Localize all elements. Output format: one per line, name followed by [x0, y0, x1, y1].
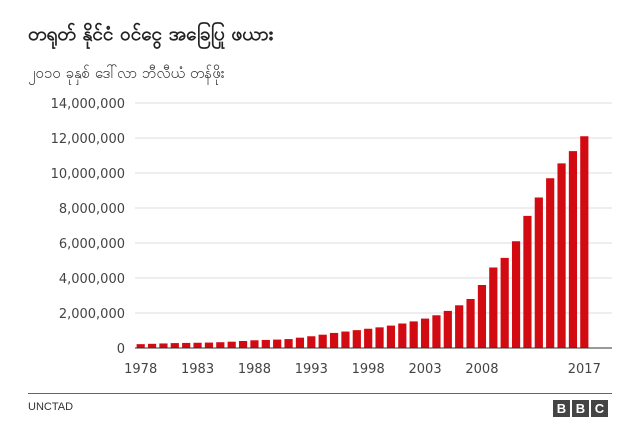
bar-2012	[523, 215, 532, 348]
bbc-logo: B B C	[553, 400, 608, 417]
x-tick-label: 1978	[124, 362, 157, 377]
x-axis-ticks: 1978 1983 1988 1993 1998 2003 2008 2017	[124, 362, 601, 377]
bar-2010	[500, 257, 509, 348]
bar-1981	[170, 343, 179, 348]
logo-letter: B	[553, 400, 570, 417]
y-tick-label: 2,000,000	[59, 307, 125, 322]
bar-2013	[534, 197, 543, 348]
y-tick-label: 4,000,000	[59, 272, 125, 287]
logo-letter: B	[572, 400, 589, 417]
y-tick-label: 0	[117, 342, 125, 357]
x-tick-label: 1993	[295, 362, 328, 377]
bar-2001	[398, 323, 407, 348]
bar-2011	[511, 241, 521, 348]
bar-2005	[443, 310, 452, 348]
bar-2008	[477, 285, 487, 348]
chart-subtitle: ၂၀၁၀ ခုနှစ် ဒေါ်လာ ဘီလီယံ တန်ဖိုး	[28, 64, 225, 82]
bar-2000	[386, 325, 396, 348]
bar-2002	[409, 321, 418, 348]
bar-2015	[557, 163, 566, 348]
y-tick-label: 8,000,000	[59, 202, 125, 217]
x-tick-label: 2008	[465, 362, 498, 377]
bar-2003	[420, 318, 430, 348]
x-tick-label: 1998	[352, 362, 385, 377]
bar-1997	[352, 330, 361, 348]
footer-divider	[28, 393, 612, 394]
y-axis-ticks: 0 2,000,000 4,000,000 6,000,000 8,000,000 10,…	[51, 97, 125, 357]
bar-1993	[307, 336, 316, 348]
bar-1991	[284, 339, 293, 348]
bar-1999	[375, 327, 384, 348]
bar-1978	[136, 344, 145, 348]
bar-1994	[318, 334, 327, 348]
bar-1982	[182, 342, 191, 348]
x-tick-label: 2017	[568, 362, 601, 377]
bar-1992	[295, 337, 305, 348]
x-tick-label: 2003	[409, 362, 442, 377]
x-tick-label: 1983	[181, 362, 214, 377]
bar-2006	[455, 305, 464, 348]
y-tick-label: 10,000,000	[51, 167, 125, 182]
bar-2017	[580, 136, 589, 348]
logo-letter: C	[591, 400, 608, 417]
bar-1990	[273, 339, 282, 348]
bar-1989	[261, 339, 270, 348]
bar-1984	[204, 342, 214, 348]
bar-1996	[341, 331, 350, 348]
bar-2016	[568, 151, 578, 348]
source-label: UNCTAD	[28, 401, 74, 413]
chart-title: တရုတ် နိုင်ငံ ဝင်ငွေ အခြေပြု ဖယား	[28, 23, 274, 45]
bar-1980	[159, 343, 168, 348]
bar-1998	[364, 328, 373, 348]
y-tick-label: 6,000,000	[59, 237, 125, 252]
bar-2009	[489, 267, 498, 348]
bar-1985	[216, 342, 225, 348]
bar-1988	[250, 340, 259, 348]
bar-1983	[193, 342, 202, 348]
bar-2014	[546, 178, 555, 348]
bar-2004	[432, 315, 441, 348]
x-tick-label: 1988	[238, 362, 271, 377]
bar-1987	[238, 341, 248, 348]
y-tick-label: 14,000,000	[51, 97, 125, 112]
bar-2007	[466, 299, 475, 348]
bar-1986	[227, 341, 236, 348]
gridlines	[135, 102, 612, 314]
bar-chart: 0 2,000,000 4,000,000 6,000,000 8,000,000 10,…	[51, 97, 612, 377]
y-tick-label: 12,000,000	[51, 132, 125, 147]
bar-1995	[329, 332, 339, 348]
bar-1979	[147, 343, 157, 348]
bars	[136, 136, 589, 348]
